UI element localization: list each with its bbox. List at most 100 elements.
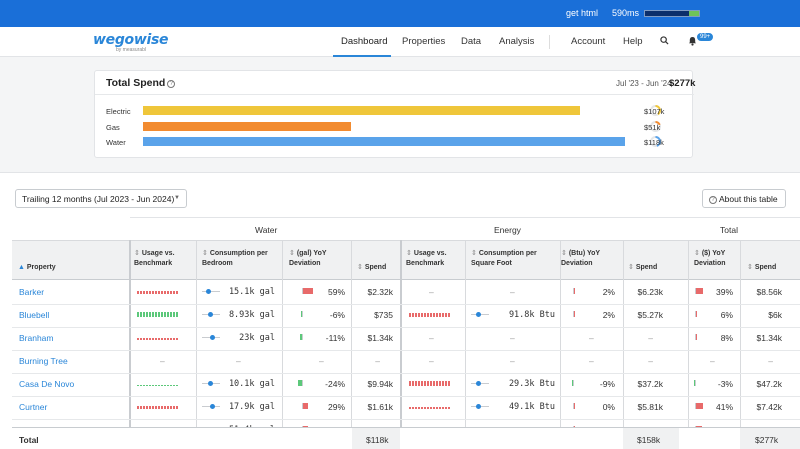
yoy-axis-tick	[695, 311, 696, 317]
energy-spend: $5.81k	[637, 402, 663, 412]
nav-account[interactable]: Account	[571, 36, 606, 47]
energy-spend: $5.27k	[637, 310, 663, 320]
period-select[interactable]: Trailing 12 months (Jul 2023 - Jun 2024)…	[15, 189, 187, 208]
energy-spend: $6.23k	[637, 287, 663, 297]
yoy-bar	[696, 311, 697, 317]
spend-bar[interactable]	[143, 106, 580, 115]
col-water-usage-benchmark[interactable]: ⇕ Usage vs. Benchmark	[134, 250, 175, 267]
wegowise-logo[interactable]: wegowise	[93, 32, 169, 48]
consumption-marker	[202, 404, 220, 409]
total-yoy: –	[710, 356, 715, 366]
timing-bar-fill	[645, 11, 689, 16]
property-name[interactable]: Burning Tree	[19, 356, 68, 366]
table-row	[12, 373, 800, 374]
search-icon[interactable]	[660, 36, 669, 48]
water-spend: $1.61k	[367, 402, 393, 412]
col-water-spend[interactable]: ⇕ Spend	[357, 264, 387, 271]
benchmark-sparkline[interactable]	[409, 402, 453, 409]
consumption-marker	[471, 404, 489, 409]
energy-usage-benchmark: –	[429, 356, 434, 366]
table-row	[12, 396, 800, 397]
col-energy-yoy[interactable]: ⇕ (Btu) YoY Deviation	[561, 250, 601, 267]
help-icon[interactable]: ?	[167, 80, 176, 88]
property-name[interactable]: Barker	[19, 287, 45, 297]
nav-data[interactable]: Data	[461, 36, 482, 47]
col-water-yoy[interactable]: ⇕ (gal) YoY Deviation	[289, 250, 327, 267]
property-name[interactable]: Bluebell	[19, 310, 50, 320]
col-energy-usage-benchmark[interactable]: ⇕ Usage vs. Benchmark	[406, 250, 447, 267]
consumption-marker	[471, 312, 489, 317]
table-row	[12, 304, 800, 305]
total-spend: $47.2k	[756, 379, 782, 389]
column-divider	[351, 240, 352, 427]
yoy-axis-tick	[302, 311, 303, 317]
yoy-axis-tick	[573, 403, 574, 409]
spend-row-amount: $51k	[644, 123, 661, 132]
spend-share-ring	[650, 136, 661, 147]
benchmark-sparkline[interactable]	[409, 379, 453, 386]
yoy-axis-tick	[302, 380, 303, 386]
column-divider	[623, 240, 624, 427]
column-divider	[129, 240, 131, 427]
property-name[interactable]: Branham	[19, 333, 54, 343]
water-yoy: -6%	[329, 310, 345, 320]
col-total-yoy[interactable]: ⇕ ($) YoY Deviation	[694, 250, 726, 267]
total-spend-title: Total Spend?	[106, 77, 176, 89]
total-yoy: 8%	[720, 333, 733, 343]
property-table-panel: Trailing 12 months (Jul 2023 - Jun 2024)…	[0, 172, 800, 449]
col-energy-consumption[interactable]: ⇕ Consumption per Square Foot	[471, 250, 537, 267]
benchmark-sparkline[interactable]	[137, 333, 181, 340]
get-html-link[interactable]: get html	[566, 8, 599, 18]
energy-consumption: –	[510, 333, 515, 343]
spend-bar[interactable]	[143, 137, 625, 146]
active-tab-indicator	[333, 55, 391, 57]
nav-analysis[interactable]: Analysis	[499, 36, 535, 47]
energy-consumption: 91.8k Btu	[508, 310, 555, 320]
notification-badge: 99+	[696, 32, 715, 42]
benchmark-sparkline[interactable]	[137, 287, 181, 294]
yoy-bar	[300, 334, 302, 340]
energy-yoy: –	[589, 333, 594, 343]
timing-bar	[644, 10, 700, 17]
nav-properties[interactable]: Properties	[402, 36, 446, 47]
water-consumption: –	[236, 356, 241, 366]
total-spend: $8.56k	[756, 287, 782, 297]
yoy-axis-tick	[573, 311, 574, 317]
benchmark-sparkline[interactable]	[137, 379, 181, 386]
top-navigation: wegowise by measurabl Dashboard Properti…	[0, 27, 800, 57]
benchmark-sparkline[interactable]	[409, 310, 453, 317]
col-energy-spend[interactable]: ⇕ Spend	[628, 264, 658, 271]
spend-row: Gas $51k	[95, 121, 694, 135]
energy-usage-benchmark: –	[429, 333, 434, 343]
nav-dashboard[interactable]: Dashboard	[341, 36, 388, 47]
column-divider	[282, 240, 283, 427]
property-name[interactable]: Casa De Novo	[19, 379, 75, 389]
energy-yoy: 0%	[602, 402, 615, 412]
group-total: Total	[720, 225, 738, 235]
col-water-consumption[interactable]: ⇕ Consumption per Bedroom	[202, 250, 268, 267]
group-energy: Energy	[494, 225, 521, 235]
col-property[interactable]: ▲ Property	[18, 264, 56, 271]
energy-yoy: 2%	[602, 287, 615, 297]
total-yoy: 6%	[720, 310, 733, 320]
total-spend-card: Total Spend? Jul '23 - Jun '24 $277k Ele…	[94, 70, 695, 158]
energy-spend: –	[648, 333, 653, 343]
energy-spend: $37.2k	[637, 379, 663, 389]
water-spend: $2.32k	[367, 287, 393, 297]
benchmark-sparkline[interactable]	[137, 310, 181, 317]
energy-usage-benchmark: –	[429, 287, 434, 297]
nav-help[interactable]: Help	[623, 36, 643, 47]
about-table-button[interactable]: ? About this table	[702, 189, 786, 208]
spend-row: Water $118k	[95, 136, 694, 150]
table-header: ▲ Property ⇕ Usage vs. Benchmark ⇕ Consum…	[12, 240, 800, 280]
spend-bar[interactable]	[143, 122, 351, 131]
total-yoy: 39%	[715, 287, 733, 297]
energy-consumption: 49.1k Btu	[508, 402, 555, 412]
property-name[interactable]: Curtner	[19, 402, 48, 412]
col-total-spend[interactable]: ⇕ Spend	[747, 264, 777, 271]
bell-icon[interactable]	[688, 36, 697, 49]
help-icon: ?	[709, 196, 717, 204]
energy-yoy: –	[589, 356, 594, 366]
benchmark-sparkline[interactable]	[137, 402, 181, 409]
water-yoy: 29%	[327, 402, 345, 412]
